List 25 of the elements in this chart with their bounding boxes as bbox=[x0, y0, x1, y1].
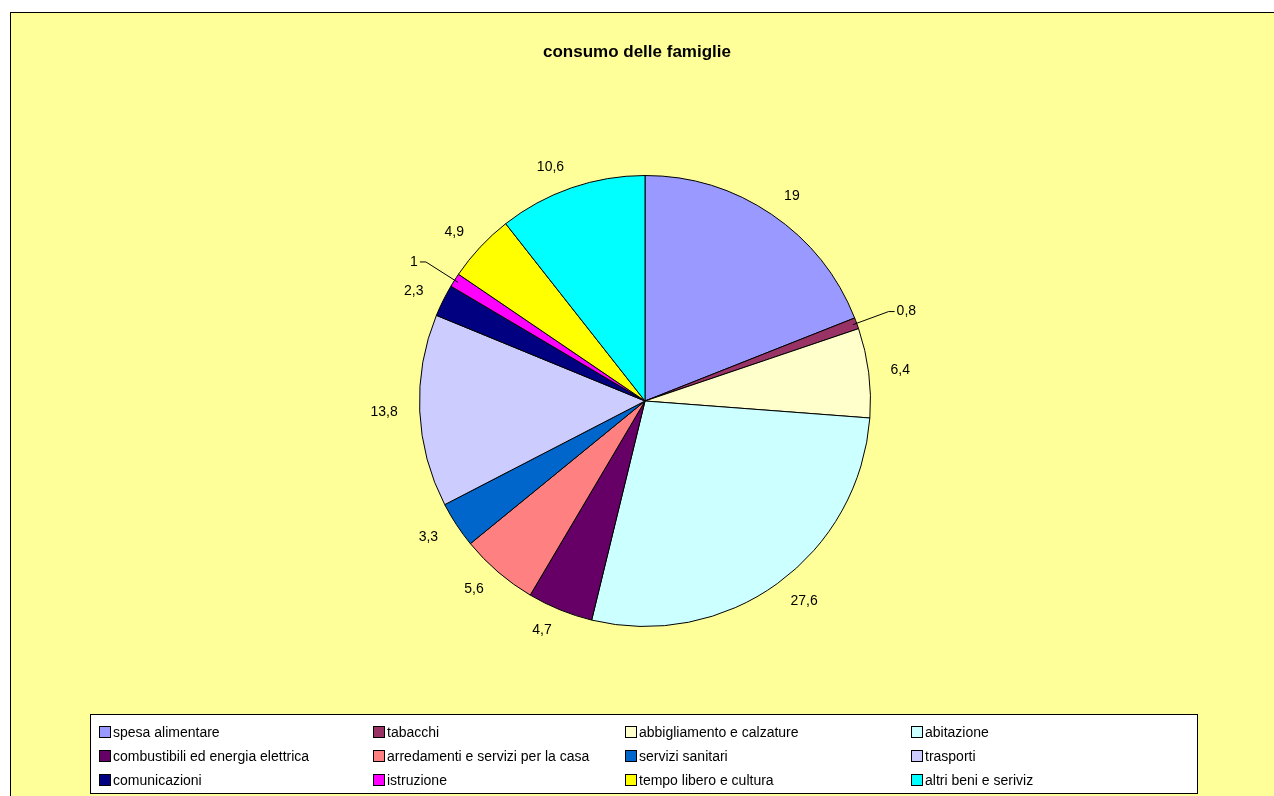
legend-label: tabacchi bbox=[386, 722, 441, 742]
legend-label: servizi sanitari bbox=[638, 746, 729, 766]
legend-label: arredamenti e servizi per la casa bbox=[386, 746, 591, 766]
data-label: 4,9 bbox=[444, 223, 465, 239]
legend-label: combustibili ed energia elettrica bbox=[112, 746, 311, 766]
data-label: 27,6 bbox=[790, 592, 818, 609]
data-label: 6,4 bbox=[890, 360, 911, 377]
data-label: 2,3 bbox=[403, 281, 424, 298]
chart-title: consumo delle famiglie bbox=[542, 42, 732, 62]
legend-label: abbigliamento e calzature bbox=[638, 722, 800, 742]
legend-label: spesa alimentare bbox=[112, 722, 221, 742]
legend-label: istruzione bbox=[386, 770, 448, 790]
data-label: 10,6 bbox=[536, 157, 565, 174]
legend-label: altri beni e seriviz bbox=[924, 770, 1035, 790]
legend-label: trasporti bbox=[924, 746, 977, 766]
legend-label: tempo libero e cultura bbox=[638, 770, 775, 790]
data-label: 0,8 bbox=[896, 302, 917, 319]
data-label: 13,8 bbox=[370, 402, 398, 419]
legend-label: abitazione bbox=[924, 722, 990, 742]
data-label: 19 bbox=[784, 187, 800, 204]
data-label: 3,3 bbox=[418, 527, 439, 544]
data-label: 4,7 bbox=[532, 621, 552, 638]
data-label: 5,6 bbox=[464, 579, 484, 596]
data-label: 1 bbox=[410, 252, 419, 269]
legend-label: comunicazioni bbox=[112, 770, 203, 790]
